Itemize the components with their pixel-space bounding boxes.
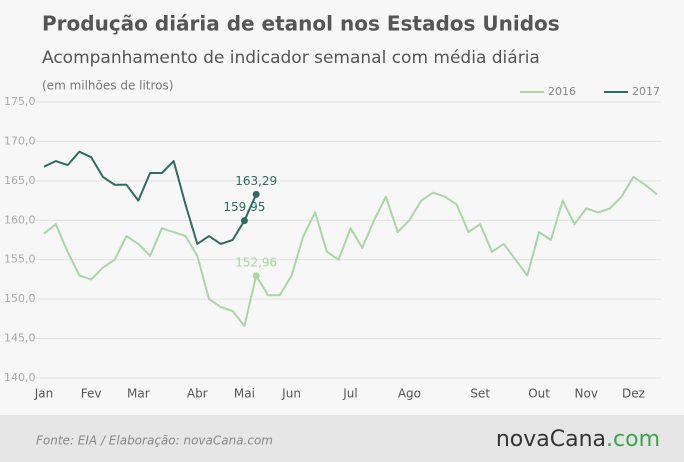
- x-tick-label: Ago: [398, 387, 421, 401]
- x-tick-label: Abr: [187, 387, 208, 401]
- data-point: [240, 217, 248, 225]
- data-label: 163,29: [235, 174, 277, 188]
- y-tick-label: 160,0: [4, 213, 36, 226]
- x-tick-label: Dez: [622, 387, 645, 401]
- y-tick-label: 150,0: [4, 292, 36, 305]
- data-label: 152,96: [235, 255, 277, 269]
- y-tick-label: 155,0: [4, 253, 36, 266]
- series-line: [43, 175, 658, 327]
- logo-suffix: .com: [606, 427, 660, 452]
- y-tick-label: 140,0: [4, 371, 36, 384]
- legend-label: 2016: [548, 85, 576, 98]
- y-tick-label: 165,0: [4, 174, 36, 187]
- x-tick-label: Fev: [81, 387, 102, 401]
- y-tick-label: 170,0: [4, 134, 36, 147]
- y-tick-label: 175,0: [4, 95, 36, 108]
- chart-title: Produção diária de etanol nos Estados Un…: [42, 12, 560, 36]
- x-tick-label: Mar: [127, 387, 150, 401]
- y-axis-label: (em milhões de litros): [42, 79, 173, 93]
- footer: [0, 415, 684, 462]
- data-label: 159,95: [223, 200, 265, 214]
- data-point: [252, 272, 260, 280]
- x-tick-label: Set: [470, 387, 490, 401]
- x-tick-label: Mai: [234, 387, 255, 401]
- logo: novaCana.com: [496, 427, 660, 452]
- x-tick-label: Nov: [575, 387, 598, 401]
- legend-label: 2017: [632, 85, 660, 98]
- y-tick-label: 145,0: [4, 332, 36, 345]
- series-line: [43, 150, 258, 245]
- x-tick-label: Jul: [342, 387, 357, 401]
- x-tick-label: Out: [528, 387, 550, 401]
- data-point: [252, 190, 260, 198]
- source: Fonte: EIA / Elaboração: novaCana.com: [36, 434, 273, 448]
- chart-subtitle: Acompanhamento de indicador semanal com …: [42, 48, 540, 68]
- x-tick-label: Jun: [281, 387, 301, 401]
- logo-main: novaCana: [496, 427, 606, 452]
- x-tick-label: Jan: [34, 387, 54, 401]
